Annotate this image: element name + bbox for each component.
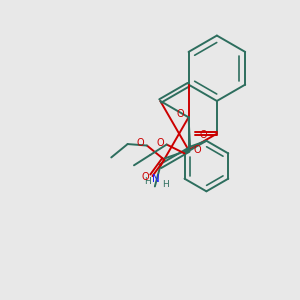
Text: O: O: [199, 130, 207, 140]
Text: O: O: [142, 172, 149, 182]
Text: H: H: [162, 181, 169, 190]
Text: H: H: [144, 178, 151, 187]
Text: N: N: [152, 174, 160, 184]
Text: O: O: [136, 138, 144, 148]
Text: O: O: [193, 145, 201, 155]
Text: O: O: [176, 109, 184, 119]
Text: O: O: [156, 138, 164, 148]
